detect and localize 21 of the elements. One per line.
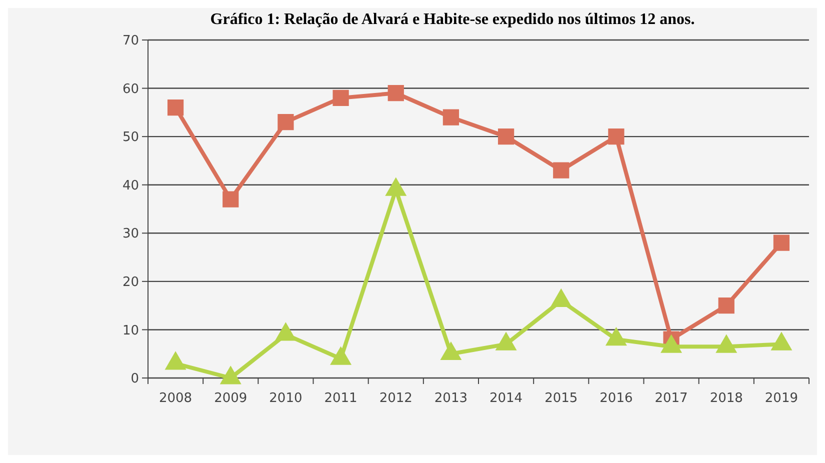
x-tick-label: 2018 bbox=[710, 391, 743, 406]
y-tick-label: 30 bbox=[122, 226, 139, 242]
x-tick-label: 2013 bbox=[434, 391, 468, 406]
y-tick-label: 50 bbox=[122, 130, 139, 146]
y-tick-label: 0 bbox=[130, 372, 139, 387]
y-tick-label: 20 bbox=[122, 274, 139, 290]
y-tick-label: 10 bbox=[122, 323, 139, 338]
y-tick-label: 70 bbox=[122, 34, 139, 49]
x-tick-label: 2008 bbox=[158, 391, 192, 406]
x-tick-label: 2012 bbox=[379, 391, 412, 406]
x-tick-label: 2014 bbox=[489, 391, 523, 406]
x-tick-label: 2019 bbox=[764, 391, 798, 406]
y-tick-label: 60 bbox=[122, 82, 139, 97]
chart-title: Gráfico 1: Relação de Alvará e Habite-se expedido nos últimos 12 anos. bbox=[210, 11, 695, 28]
x-tick-label: 2017 bbox=[654, 391, 688, 406]
x-tick-label: 2009 bbox=[214, 391, 248, 406]
x-tick-label: 2015 bbox=[544, 391, 578, 406]
x-tick-label: 2016 bbox=[600, 391, 633, 406]
y-tick-label: 40 bbox=[122, 178, 139, 194]
x-tick-label: 2010 bbox=[269, 391, 302, 406]
x-tick-label: 2011 bbox=[324, 391, 358, 406]
